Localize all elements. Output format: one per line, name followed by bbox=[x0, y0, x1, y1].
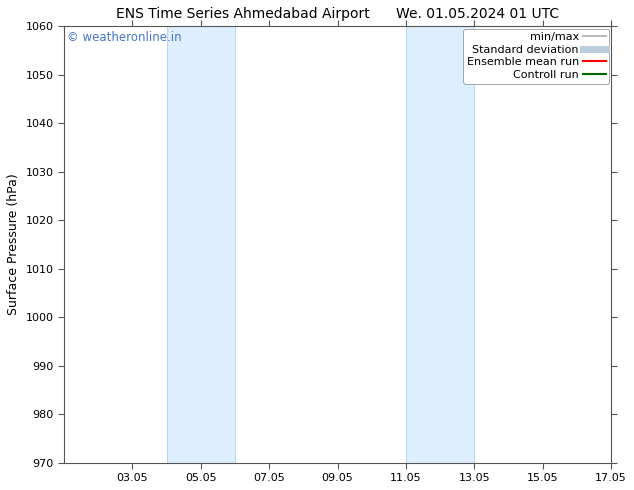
Bar bbox=[406, 26, 474, 463]
Title: ENS Time Series Ahmedabad Airport      We. 01.05.2024 01 UTC: ENS Time Series Ahmedabad Airport We. 01… bbox=[116, 7, 559, 21]
Y-axis label: Surface Pressure (hPa): Surface Pressure (hPa) bbox=[7, 173, 20, 316]
Bar bbox=[167, 26, 235, 463]
Legend: min/max, Standard deviation, Ensemble mean run, Controll run: min/max, Standard deviation, Ensemble me… bbox=[463, 28, 609, 83]
Text: © weatheronline.in: © weatheronline.in bbox=[67, 31, 182, 44]
